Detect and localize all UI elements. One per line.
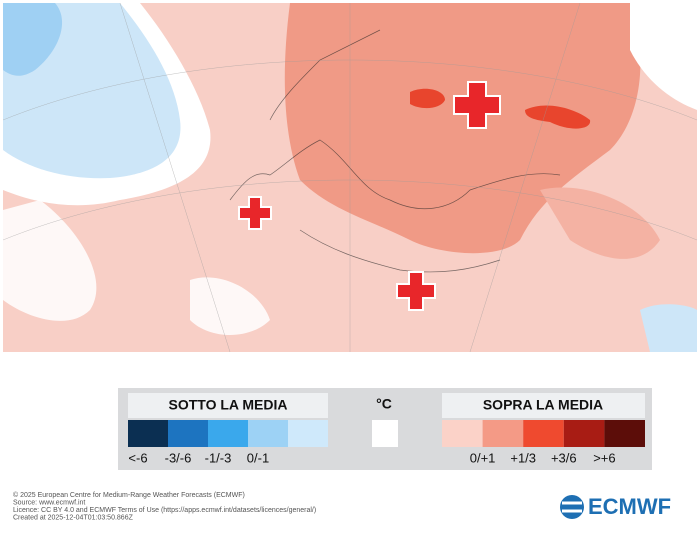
legend-label: 0/-1 (247, 450, 269, 465)
plus-marker (453, 81, 501, 129)
coastlines (229, 29, 561, 273)
graticule (2, 2, 698, 353)
cool-area (640, 304, 697, 352)
legend-label: +1/3 (510, 450, 536, 465)
logo-icon-stripes (562, 501, 582, 513)
footer-line: Licence: CC BY 4.0 and ECMWF Terms of Us… (13, 507, 316, 514)
legend-swatch (208, 420, 248, 447)
neutral-area (630, 3, 697, 110)
legend-label: -1/-3 (205, 450, 232, 465)
legend-swatch (563, 420, 605, 447)
legend-label: -3/-6 (165, 450, 192, 465)
footer-line: © 2025 European Centre for Medium-Range … (13, 491, 245, 499)
plus-marker (238, 196, 272, 230)
logo-icon (560, 495, 584, 519)
neutral-area (190, 277, 270, 335)
legend-swatch (604, 420, 645, 447)
legend-neutral-swatch (372, 420, 398, 447)
legend-swatch (128, 420, 168, 447)
legend-swatch (248, 420, 288, 447)
warm-markers (238, 81, 501, 311)
legend-header (128, 393, 328, 418)
plus-marker (396, 271, 436, 311)
footer: © 2025 European Centre for Medium-Range … (13, 491, 316, 522)
legend-swatch (442, 420, 483, 447)
logo: ECMWF (560, 494, 671, 519)
map (2, 2, 698, 353)
warm-area (540, 187, 660, 259)
cool-area (3, 3, 63, 76)
footer-line: Source: www.ecmwf.int (13, 500, 85, 507)
legend-swatch (523, 420, 564, 447)
legend-title: SOPRA LA MEDIA (483, 397, 603, 413)
legend-label: <-6 (128, 450, 147, 465)
legend-title: SOTTO LA MEDIA (169, 397, 288, 413)
logo-text: ECMWF (588, 494, 671, 519)
legend-label: >+6 (593, 450, 615, 465)
hot-area (410, 88, 445, 109)
legend-unit: °C (376, 396, 392, 412)
legend-label: +3/6 (551, 450, 577, 465)
footer-line: Created at 2025-12-04T01:03:50.866Z (13, 515, 134, 522)
hot-area (525, 105, 591, 129)
legend-swatch (168, 420, 208, 447)
neutral-area (3, 200, 97, 321)
legend-label: 0/+1 (470, 450, 496, 465)
legend-swatch (288, 420, 328, 447)
legend-swatch (482, 420, 524, 447)
legend-header (442, 393, 645, 418)
